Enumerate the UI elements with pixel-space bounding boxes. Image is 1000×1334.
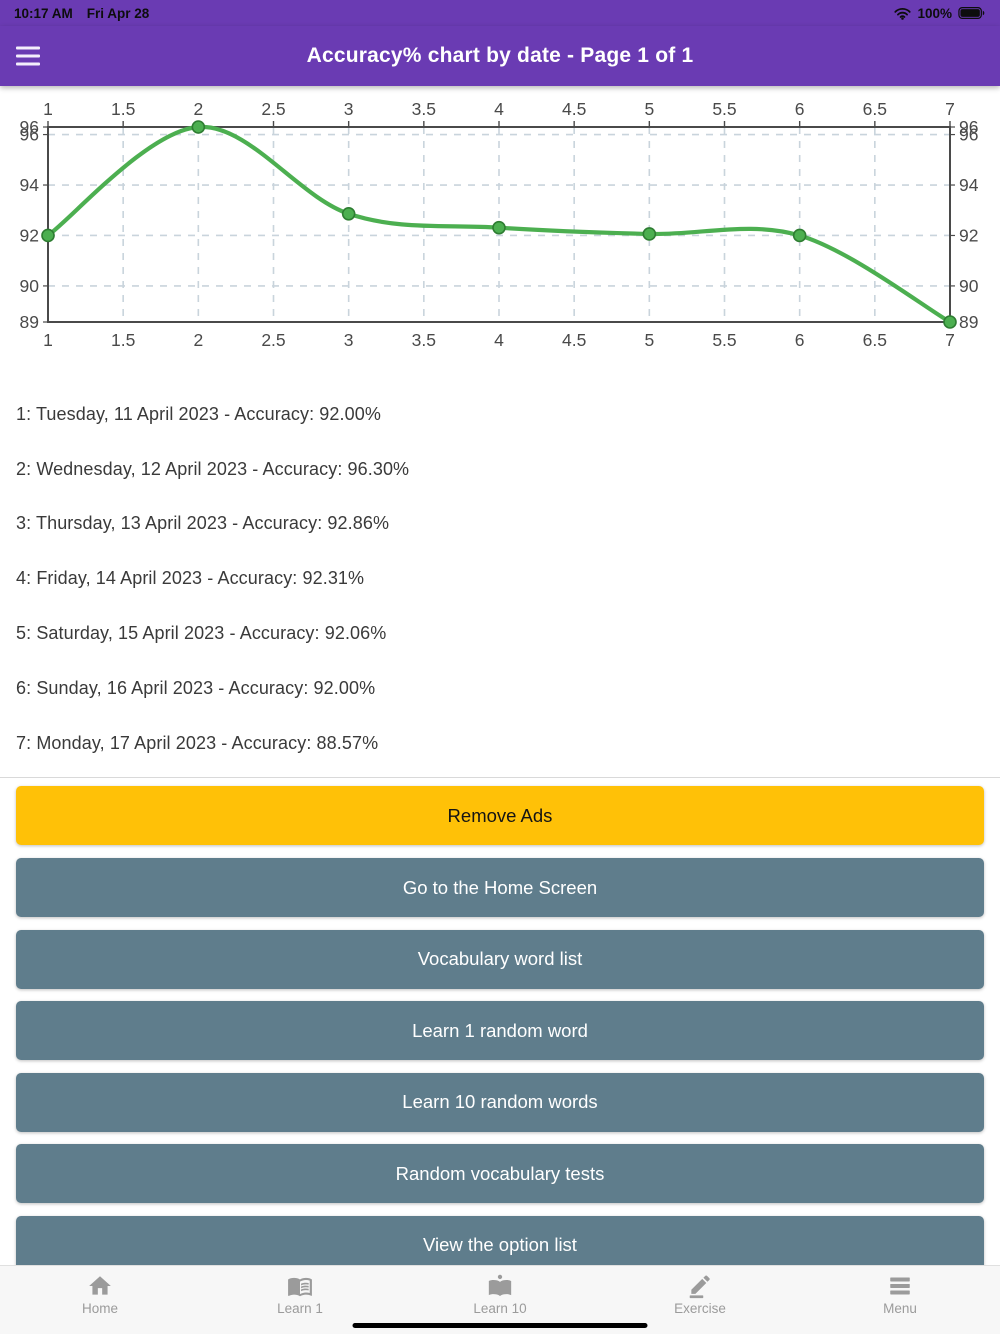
svg-text:1: 1 (43, 99, 53, 119)
tab-exercise-label: Exercise (674, 1301, 726, 1316)
menu-button-learn-1-random-word[interactable]: Learn 1 random word (16, 1001, 984, 1060)
accuracy-list: 1: Tuesday, 11 April 2023 - Accuracy: 92… (16, 387, 984, 771)
menu-button-go-to-the-home-screen[interactable]: Go to the Home Screen (16, 858, 984, 917)
svg-text:7: 7 (945, 330, 955, 350)
home-icon (87, 1273, 113, 1299)
page-title: Accuracy% chart by date - Page 1 of 1 (306, 44, 694, 67)
svg-text:6: 6 (795, 99, 805, 119)
menu-button-random-vocabulary-tests[interactable]: Random vocabulary tests (16, 1144, 984, 1203)
svg-text:6.5: 6.5 (863, 99, 887, 119)
menu-icon (887, 1273, 913, 1299)
app-bar: Accuracy% chart by date - Page 1 of 1 (0, 26, 1000, 86)
svg-text:5: 5 (644, 330, 654, 350)
status-time: 10:17 AM (14, 5, 73, 21)
accuracy-list-item: 1: Tuesday, 11 April 2023 - Accuracy: 92… (16, 403, 381, 424)
tab-learn-10[interactable]: Learn 10 (400, 1266, 600, 1334)
svg-text:6.5: 6.5 (863, 330, 887, 350)
svg-text:96: 96 (959, 125, 978, 145)
hamburger-menu-icon[interactable] (16, 46, 40, 66)
battery-icon (958, 6, 986, 20)
svg-text:7: 7 (945, 99, 955, 119)
tab-menu-label: Menu (883, 1301, 917, 1316)
battery-percent: 100% (917, 5, 952, 21)
accuracy-line-chart: 1 1 1.5 1.5 2 2 2.5 2.5 3 3 3.5 3.5 4 4 4.5 4.5 5 5 5.5 5.5… (0, 88, 1000, 368)
svg-text:89: 89 (959, 312, 978, 332)
svg-text:4.5: 4.5 (562, 330, 586, 350)
svg-text:2.5: 2.5 (261, 330, 285, 350)
home-indicator[interactable] (352, 1322, 648, 1328)
accuracy-list-item: 2: Wednesday, 12 April 2023 - Accuracy: … (16, 458, 410, 479)
svg-text:2: 2 (193, 330, 203, 350)
tab-home[interactable]: Home (0, 1266, 200, 1334)
book-bookmark-icon (487, 1273, 513, 1299)
svg-text:1.5: 1.5 (111, 330, 135, 350)
pencil-icon (687, 1273, 713, 1299)
svg-text:5.5: 5.5 (712, 330, 736, 350)
tab-learn-10-label: Learn 10 (473, 1301, 527, 1316)
svg-text:1.5: 1.5 (111, 99, 135, 119)
accuracy-list-item: 7: Monday, 17 April 2023 - Accuracy: 88.… (16, 732, 379, 753)
svg-text:2.5: 2.5 (261, 99, 285, 119)
tab-learn-1-label: Learn 1 (277, 1301, 323, 1316)
accuracy-list-item: 3: Thursday, 13 April 2023 - Accuracy: 9… (16, 513, 390, 534)
svg-text:94: 94 (20, 175, 40, 195)
svg-text:4.5: 4.5 (562, 99, 586, 119)
svg-text:96: 96 (20, 125, 39, 145)
svg-text:3: 3 (344, 330, 354, 350)
svg-text:3: 3 (344, 99, 354, 119)
status-bar: 10:17 AM Fri Apr 28 100% (0, 0, 1000, 26)
svg-text:4: 4 (494, 99, 504, 119)
svg-text:90: 90 (959, 276, 979, 296)
open-book-icon (287, 1273, 313, 1299)
accuracy-list-item: 4: Friday, 14 April 2023 - Accuracy: 92.… (16, 568, 365, 589)
svg-text:96: 96 (20, 117, 39, 137)
svg-text:89: 89 (20, 312, 39, 332)
tab-learn-1[interactable]: Learn 1 (200, 1266, 400, 1334)
menu-button-vocabulary-word-list[interactable]: Vocabulary word list (16, 929, 984, 989)
svg-text:5.5: 5.5 (712, 99, 736, 119)
svg-text:2: 2 (193, 99, 203, 119)
svg-text:6: 6 (795, 330, 805, 350)
accuracy-list-item: 6: Sunday, 16 April 2023 - Accuracy: 92.… (16, 677, 376, 698)
svg-text:5: 5 (644, 99, 654, 119)
tab-exercise[interactable]: Exercise (600, 1266, 800, 1334)
tab-menu[interactable]: Menu (800, 1266, 1000, 1334)
wifi-icon (894, 7, 912, 20)
status-date: Fri Apr 28 (86, 5, 150, 21)
section-divider (0, 777, 1000, 778)
svg-text:3.5: 3.5 (412, 330, 436, 350)
svg-text:96: 96 (959, 117, 978, 137)
accuracy-list-item: 5: Saturday, 15 April 2023 - Accuracy: 9… (16, 623, 387, 644)
svg-text:1: 1 (43, 330, 53, 350)
svg-text:94: 94 (959, 175, 979, 195)
tab-home-label: Home (81, 1301, 118, 1316)
remove-ads-button[interactable]: Remove Ads (16, 786, 984, 845)
svg-text:92: 92 (959, 225, 978, 245)
menu-button-learn-10-random-words[interactable]: Learn 10 random words (16, 1072, 984, 1132)
svg-text:90: 90 (20, 276, 40, 296)
svg-text:3.5: 3.5 (412, 99, 436, 119)
svg-text:92: 92 (20, 225, 39, 245)
svg-text:4: 4 (494, 330, 504, 350)
menu-button-view-the-option-list[interactable]: View the option list (16, 1215, 984, 1275)
